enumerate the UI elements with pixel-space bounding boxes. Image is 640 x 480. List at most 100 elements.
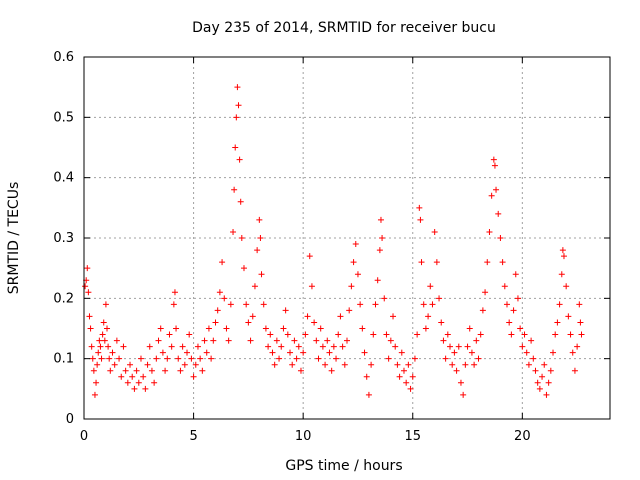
data-point: [379, 235, 386, 241]
chart-title: Day 235 of 2014, SRMTID for receiver buc…: [192, 20, 496, 36]
data-point: [569, 349, 576, 356]
data-point: [337, 313, 344, 320]
data-point: [153, 355, 160, 362]
data-point: [101, 337, 108, 344]
data-point: [414, 331, 421, 338]
data-point: [453, 367, 460, 374]
data-point: [197, 355, 204, 362]
data-point: [400, 367, 407, 374]
data-point: [140, 373, 147, 380]
data-point: [116, 355, 123, 362]
data-point: [194, 343, 201, 350]
data-point: [545, 379, 552, 386]
data-point: [127, 361, 134, 368]
data-point: [387, 337, 394, 344]
data-point: [567, 331, 574, 338]
data-point: [530, 355, 537, 362]
data-point: [293, 355, 300, 362]
data-point: [482, 289, 489, 296]
data-point: [405, 361, 412, 368]
data-point: [151, 379, 158, 386]
data-point: [431, 228, 438, 235]
data-point: [247, 337, 254, 344]
data-point: [348, 283, 355, 290]
data-point: [335, 331, 342, 338]
data-point: [374, 277, 381, 284]
data-point: [451, 349, 458, 356]
data-point: [407, 385, 414, 392]
y-tick-label: 0.6: [53, 50, 74, 65]
x-tick-label: 10: [295, 429, 312, 444]
data-point: [377, 216, 384, 223]
data-point: [438, 319, 445, 326]
data-point: [273, 337, 280, 344]
data-point: [302, 331, 309, 338]
data-point: [341, 361, 348, 368]
data-point: [225, 337, 232, 344]
data-point: [205, 325, 212, 332]
data-point: [417, 216, 424, 223]
data-point: [578, 331, 585, 338]
data-point: [278, 343, 285, 350]
data-point: [295, 343, 302, 350]
data-point: [257, 235, 264, 241]
data-point: [339, 343, 346, 350]
data-point: [385, 355, 392, 362]
data-point: [479, 307, 486, 314]
data-point: [576, 301, 583, 308]
data-point: [422, 325, 429, 332]
data-point: [237, 198, 244, 205]
data-point: [276, 355, 283, 362]
data-point: [571, 367, 578, 374]
data-point: [258, 271, 265, 278]
data-point: [105, 343, 112, 350]
data-point: [102, 301, 109, 308]
data-point: [203, 349, 210, 356]
data-point: [155, 337, 162, 344]
data-point: [99, 331, 106, 338]
data-point: [82, 283, 89, 290]
data-point: [376, 247, 383, 254]
data-point: [433, 259, 440, 266]
data-point: [212, 319, 219, 326]
data-point: [510, 307, 517, 314]
data-point: [171, 289, 178, 296]
data-point: [240, 265, 247, 272]
data-point: [260, 301, 267, 308]
data-point: [88, 343, 95, 350]
data-point: [519, 343, 526, 350]
data-point: [398, 349, 405, 356]
data-point: [547, 367, 554, 374]
data-point: [539, 373, 546, 380]
data-point: [269, 349, 276, 356]
data-point: [359, 325, 366, 332]
data-point: [370, 331, 377, 338]
data-point: [493, 186, 500, 193]
data-point: [372, 301, 379, 308]
data-point: [157, 325, 164, 332]
data-point: [90, 367, 97, 374]
data-point: [106, 355, 113, 362]
data-point: [455, 343, 462, 350]
data-point: [120, 343, 127, 350]
data-point: [352, 241, 359, 248]
data-point: [577, 319, 584, 326]
data-point: [559, 247, 566, 254]
data-point: [501, 283, 508, 290]
data-point: [541, 361, 548, 368]
data-point: [457, 379, 464, 386]
data-point: [442, 355, 449, 362]
data-point: [396, 373, 403, 380]
x-tick-label: 15: [404, 429, 421, 444]
x-axis-label: GPS time / hours: [285, 458, 402, 474]
data-point: [563, 283, 570, 290]
data-point: [447, 343, 454, 350]
data-points: [82, 84, 585, 398]
data-point: [289, 361, 296, 368]
data-point: [243, 301, 250, 308]
data-point: [129, 373, 136, 380]
data-point: [87, 325, 94, 332]
data-point: [491, 162, 498, 169]
data-point: [462, 361, 469, 368]
data-point: [440, 337, 447, 344]
